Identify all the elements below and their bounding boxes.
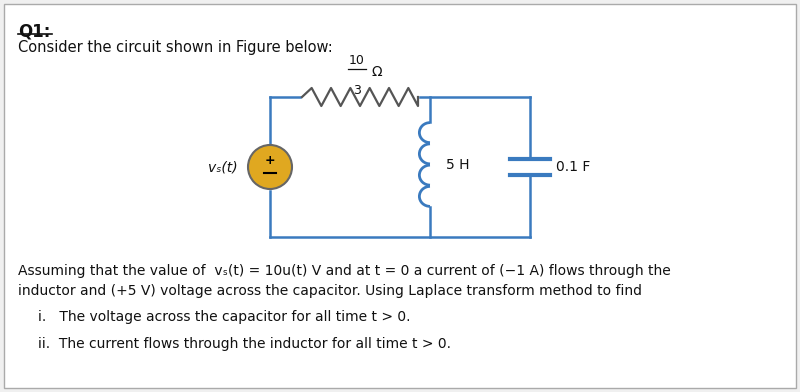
Text: 0.1 F: 0.1 F [556, 160, 590, 174]
Text: inductor and (+5 V) voltage across the capacitor. Using Laplace transform method: inductor and (+5 V) voltage across the c… [18, 284, 642, 298]
Text: 10: 10 [349, 54, 365, 67]
Text: i.   The voltage across the capacitor for all time t > 0.: i. The voltage across the capacitor for … [38, 310, 410, 324]
Text: Consider the circuit shown in Figure below:: Consider the circuit shown in Figure bel… [18, 40, 333, 55]
Text: vₛ(t): vₛ(t) [208, 160, 238, 174]
Text: ii.  The current flows through the inductor for all time t > 0.: ii. The current flows through the induct… [38, 337, 451, 351]
Text: Ω: Ω [371, 65, 382, 79]
Text: 3: 3 [353, 84, 361, 97]
Text: Assuming that the value of  vₛ(t) = 10u(t) V and at t = 0 a current of (−1 A) fl: Assuming that the value of vₛ(t) = 10u(t… [18, 264, 670, 278]
Text: +: + [265, 154, 275, 167]
Text: 5 H: 5 H [446, 158, 470, 172]
Circle shape [248, 145, 292, 189]
Text: Q1:: Q1: [18, 22, 50, 40]
